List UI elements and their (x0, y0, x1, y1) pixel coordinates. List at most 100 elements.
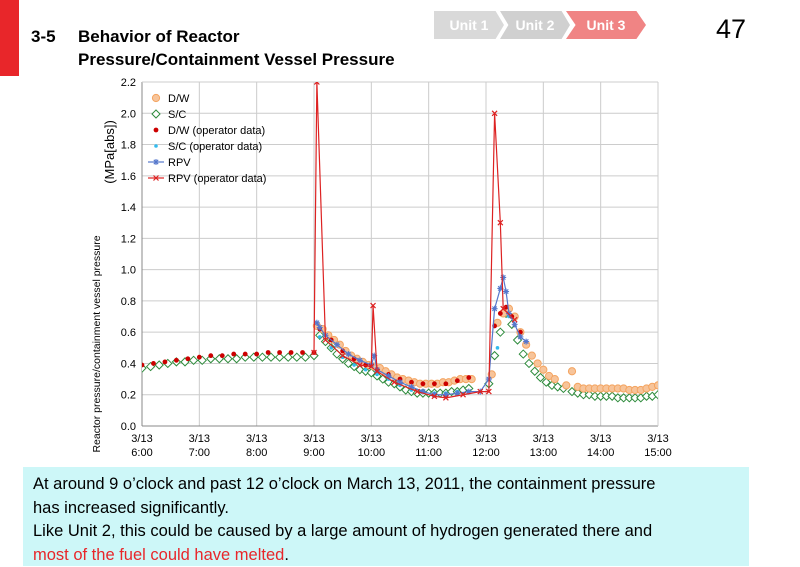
data-point-s-c-operator-data (375, 372, 379, 377)
data-point-d-w (527, 351, 536, 360)
data-point-rpv (345, 351, 352, 358)
data-point-rpv (333, 341, 340, 348)
data-point-rpv-operator-data (374, 368, 380, 375)
x-tick-date-label: 3/13 (303, 433, 324, 445)
unit-tabs: Unit 1 Unit 2 Unit 3 (434, 11, 654, 39)
data-point-rpv-operator-data (311, 349, 317, 356)
data-point-d-w (562, 381, 571, 390)
data-point-rpv (465, 388, 472, 395)
x-tick-date-label: 3/13 (533, 433, 554, 445)
data-point-rpv-operator-data (356, 362, 363, 368)
data-point-rpv-operator-data (368, 363, 375, 370)
x-tick-date-label: 3/13 (131, 433, 152, 445)
y-axis-label: Reactor pressure/containment vessel pres… (91, 235, 103, 452)
legend-label-d-w-operator-data: D/W (operator data) (168, 125, 265, 137)
data-point-rpv-operator-data (491, 110, 498, 117)
y-tick-label: 0.0 (121, 421, 136, 433)
x-tick-time-label: 14:00 (587, 447, 615, 459)
page-title-line1: Behavior of Reactor (78, 27, 240, 46)
data-point-rpv (454, 390, 461, 397)
tab-unit-2[interactable]: Unit 2 (500, 11, 570, 39)
x-tick-date-label: 3/13 (361, 433, 382, 445)
data-point-rpv (316, 324, 323, 331)
data-point-d-w-operator-data (231, 351, 237, 357)
data-point-d-w (539, 365, 548, 374)
y-tick-label: 1.6 (121, 171, 136, 183)
data-point-rpv (371, 352, 378, 359)
data-point-s-c (552, 382, 563, 392)
series-rpv (313, 274, 530, 398)
data-point-s-c (524, 358, 534, 369)
chart-legend: D/W S/C D/W (operator data) S/C (operator d… (148, 93, 266, 185)
data-point-rpv (419, 388, 426, 395)
x-tick-time-label: 12:00 (472, 447, 500, 459)
legend-marker-s-c-operator-data (154, 144, 158, 148)
x-tick-date-label: 3/13 (647, 433, 668, 445)
data-point-rpv-operator-data (431, 393, 438, 400)
y-tick-label: 1.4 (121, 202, 136, 214)
data-point-s-c-operator-data (495, 346, 500, 350)
data-point-s-c-operator-data (363, 367, 368, 372)
data-point-rpv (491, 305, 498, 312)
data-point-d-w-operator-data (288, 350, 294, 355)
data-point-s-c-operator-data (329, 346, 333, 350)
data-point-s-c (530, 366, 540, 376)
series-rpv-operator-data (311, 82, 518, 401)
x-tick-time-label: 8:00 (246, 447, 267, 459)
data-point-s-c (518, 349, 528, 359)
data-point-s-c-operator-data (352, 363, 356, 367)
data-point-rpv-operator-data (370, 302, 376, 309)
y-tick-label: 2.0 (121, 108, 136, 120)
x-tick-time-label: 6:00 (131, 447, 152, 459)
y-tick-label: 1.2 (121, 233, 136, 245)
data-point-d-w-operator-data (265, 350, 271, 355)
data-point-s-c (266, 352, 276, 362)
tab-unit-3[interactable]: Unit 3 (566, 11, 646, 39)
tab-unit-1[interactable]: Unit 1 (434, 11, 504, 39)
data-point-s-c (154, 360, 164, 370)
data-point-rpv (313, 319, 320, 326)
fuel-melt-highlight: most of the fuel could have melted (33, 545, 285, 564)
data-point-rpv (503, 288, 510, 295)
data-point-s-c (283, 352, 293, 362)
y-tick-label: 0.4 (121, 358, 136, 370)
data-point-rpv (397, 379, 403, 386)
data-point-d-w (533, 359, 542, 368)
data-point-rpv (500, 274, 507, 281)
x-tick-date-label: 3/13 (189, 433, 210, 445)
data-point-s-c (188, 355, 199, 366)
data-point-s-c (257, 352, 268, 362)
data-point-d-w-operator-data (219, 353, 225, 359)
y-axis-unit-label: (MPa[abs]) (102, 120, 117, 184)
legend-marker-rpv (153, 159, 159, 165)
x-tick-time-label: 11:00 (415, 447, 442, 459)
explanation-line-3: Like Unit 2, this could be caused by a l… (33, 522, 653, 540)
y-tick-label: 1.0 (121, 265, 136, 277)
data-point-d-w-operator-data (277, 350, 282, 355)
data-point-rpv-operator-data (485, 388, 492, 395)
explanation-line-4: most of the fuel could have melted. (33, 544, 739, 567)
data-point-rpv-operator-data (460, 391, 466, 398)
x-tick-time-label: 13:00 (530, 447, 558, 459)
x-tick-time-label: 9:00 (303, 447, 324, 459)
legend-label-s-c-operator-data: S/C (operator data) (168, 141, 262, 153)
data-point-s-c (343, 358, 354, 369)
legend-label-s-c: S/C (168, 109, 186, 121)
x-tick-date-label: 3/13 (590, 433, 611, 445)
section-number: 3-5 (31, 27, 56, 46)
explanation-line-4-end: . (284, 545, 289, 564)
data-point-d-w-operator-data (242, 351, 248, 357)
page-title-line2: Pressure/Containment Vessel Pressure (78, 50, 395, 69)
x-tick-date-label: 3/13 (246, 433, 267, 445)
x-tick-time-label: 15:00 (644, 447, 672, 459)
data-point-rpv (517, 333, 524, 340)
data-point-rpv (442, 391, 449, 398)
data-point-s-c (366, 368, 377, 378)
data-point-rpv-operator-data (339, 352, 346, 359)
pressure-chart: 0.0 0.2 0.4 0.6 0.8 1.0 1.2 1.4 1.6 1.8 2.0 2.2 3/13… (91, 77, 672, 459)
data-point-rpv (497, 285, 504, 292)
data-point-d-w-operator-data (503, 304, 509, 310)
explanation-line-1: At around 9 o’clock and past 12 o’clock … (33, 475, 656, 493)
data-point-rpv (408, 383, 415, 390)
y-tick-label: 0.6 (121, 327, 136, 339)
